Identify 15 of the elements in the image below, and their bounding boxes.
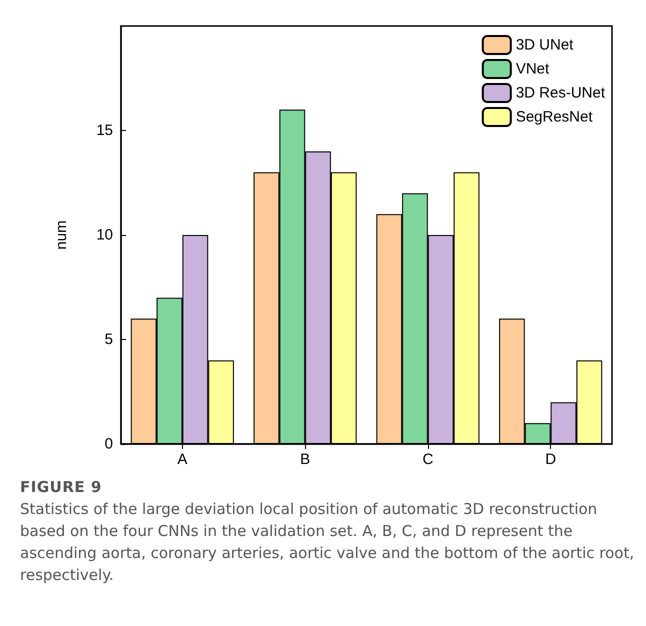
- y-tick-label: 10: [96, 226, 113, 244]
- y-tick-label: 5: [104, 331, 113, 348]
- caption: FIGURE 9: [20, 478, 103, 496]
- x-tick-label: B: [300, 451, 310, 468]
- x-tick-label: C: [422, 451, 434, 468]
- legend-label: SegResNet: [516, 108, 594, 126]
- x-tick-label: A: [177, 451, 188, 468]
- y-axis-title: num: [53, 220, 70, 250]
- text: Statistics of the large deviation local position of automatic 3D reconstruction based on the four CNNs in the validation set. A, B, C, and D represent the ascending aorta, coronary arteries, aortic valve and the bottom of the aortic root, respectively.: [20, 499, 636, 586]
- legend-label: VNet: [516, 60, 550, 78]
- y-tick-label: 15: [96, 122, 113, 139]
- legend-label: 3D UNet: [516, 36, 574, 54]
- legend-label: 3D Res-UNet: [516, 84, 606, 102]
- y-tick-label: 0: [104, 436, 113, 452]
- x-tick-label: D: [545, 451, 556, 468]
